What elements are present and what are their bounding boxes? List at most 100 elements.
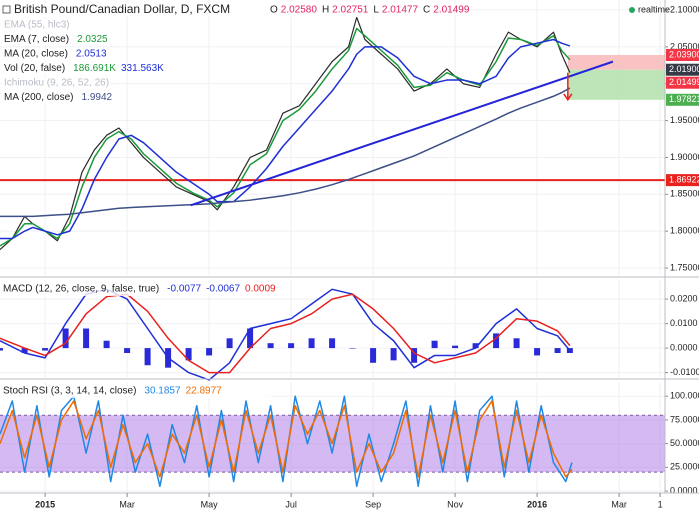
y-tick-label: 0.0000 bbox=[670, 342, 698, 352]
y-tick-label: 100.0000 bbox=[670, 391, 699, 401]
legend-bg bbox=[1, 385, 271, 398]
histogram-bar bbox=[42, 348, 49, 351]
trend-line bbox=[190, 60, 614, 207]
histogram-bar bbox=[247, 328, 254, 349]
ohlc-name: C bbox=[423, 5, 430, 16]
ohlc-name: L bbox=[373, 5, 379, 16]
price-badge bbox=[666, 174, 699, 187]
histogram-bar bbox=[206, 348, 213, 356]
y-tick-label: 50.0000 bbox=[670, 438, 699, 448]
legend-value: 2.0513 bbox=[76, 49, 107, 60]
legend-name: MA (200, close) bbox=[4, 92, 73, 103]
x-tick-label: Jul bbox=[285, 499, 297, 509]
legend-row-bg bbox=[2, 48, 110, 60]
histogram-bar bbox=[308, 338, 315, 349]
arrow-head bbox=[563, 93, 573, 102]
histogram-bar bbox=[185, 348, 192, 361]
ohlc-name: O bbox=[270, 5, 278, 16]
histogram-bar bbox=[267, 343, 274, 349]
x-tick-label: Nov bbox=[447, 499, 464, 509]
target-zone bbox=[567, 69, 665, 100]
price-badge bbox=[666, 93, 699, 106]
histogram-bar bbox=[83, 328, 90, 349]
histogram-bar bbox=[349, 348, 356, 349]
y-tick-label: -0.0100 bbox=[670, 367, 699, 377]
ohlc-value: 2.02751 bbox=[332, 5, 369, 16]
collapse-icon bbox=[2, 5, 11, 14]
legend-value: -0.0067 bbox=[206, 284, 240, 295]
series-line bbox=[0, 400, 573, 478]
legend-bg bbox=[2, 3, 442, 17]
legend-value: 0.0009 bbox=[245, 284, 276, 295]
legend-row-bg bbox=[2, 77, 110, 89]
legend-value: 331.563K bbox=[121, 63, 164, 74]
legend-name: EMA (7, close) bbox=[4, 34, 69, 45]
x-tick-label: Sep bbox=[365, 499, 381, 509]
histogram-bar bbox=[431, 340, 438, 349]
legend-name: MA (20, close) bbox=[4, 49, 68, 60]
histogram-bar bbox=[0, 348, 3, 351]
ohlc-name: H bbox=[322, 5, 329, 16]
histogram-bar bbox=[62, 328, 69, 349]
series-line bbox=[0, 293, 571, 374]
histogram-bar bbox=[144, 348, 151, 366]
y-tick-label: 2.10000 bbox=[670, 4, 699, 14]
legend-value: 186.691K bbox=[73, 63, 116, 74]
histogram-bar bbox=[370, 348, 377, 363]
price-badge bbox=[666, 63, 699, 76]
legend-name: Ichimoku (9, 26, 52, 26) bbox=[4, 78, 109, 89]
y-tick-label: 2.05000 bbox=[670, 41, 699, 51]
histogram-bar bbox=[124, 348, 131, 353]
histogram-bar bbox=[554, 348, 561, 353]
y-tick-label: 1.90000 bbox=[670, 152, 699, 162]
y-tick-label: 75.0000 bbox=[670, 414, 699, 424]
legend-value: -0.0077 bbox=[167, 284, 201, 295]
y-tick-label: 0.0200 bbox=[670, 293, 698, 303]
legend-row-bg bbox=[2, 91, 110, 104]
histogram-bar bbox=[472, 343, 479, 349]
status-text: realtime bbox=[638, 4, 670, 14]
x-tick-label: May bbox=[201, 499, 219, 509]
legend-row-bg bbox=[2, 19, 110, 31]
legend-bg bbox=[1, 283, 271, 296]
legend-value: 2.0325 bbox=[77, 34, 108, 45]
ohlc-value: 2.01477 bbox=[382, 5, 419, 16]
status-dot bbox=[629, 7, 635, 13]
price-badge-label: 2.03900 bbox=[669, 49, 699, 59]
y-tick-label: 0.0100 bbox=[670, 318, 698, 328]
x-tick-label: Mar bbox=[611, 499, 627, 509]
price-badge-label: 2.01499 bbox=[669, 77, 699, 87]
y-tick-label: 25.0000 bbox=[670, 462, 699, 472]
histogram-bar bbox=[329, 338, 336, 349]
price-badge-label: 1.97821 bbox=[669, 94, 699, 104]
legend-value: 1.9942 bbox=[81, 92, 112, 103]
chart-title: British Pound/Canadian Dollar, D, FXCM bbox=[14, 2, 230, 16]
price-badge bbox=[666, 76, 699, 89]
histogram-bar bbox=[21, 348, 28, 353]
legend-value: 30.1857 bbox=[144, 386, 181, 397]
price-badge-label: 2.01900 bbox=[669, 64, 699, 74]
ohlc-value: 2.01499 bbox=[433, 5, 470, 16]
histogram-bar bbox=[411, 348, 418, 363]
pane-title: Stoch RSI (3, 3, 14, 14, close) bbox=[3, 386, 136, 397]
series-line bbox=[0, 27, 571, 247]
legend-value: 22.8977 bbox=[186, 386, 223, 397]
histogram-bar bbox=[452, 345, 459, 349]
histogram-bar bbox=[226, 338, 233, 349]
histogram-bar bbox=[288, 343, 295, 349]
price-badge-label: 1.86922 bbox=[669, 174, 699, 184]
histogram-bar bbox=[513, 338, 520, 349]
x-tick-label: 2015 bbox=[35, 499, 55, 509]
histogram-bar bbox=[534, 348, 541, 356]
pane-title: MACD (12, 26, close, 9, false, true) bbox=[3, 284, 159, 295]
legend-name: EMA (55, hlc3) bbox=[4, 20, 70, 31]
ohlc-value: 2.02580 bbox=[281, 5, 318, 16]
histogram-bar bbox=[103, 340, 110, 349]
y-tick-label: 1.80000 bbox=[670, 226, 699, 236]
legend-row-bg bbox=[2, 33, 110, 46]
y-tick-label: 1.95000 bbox=[670, 115, 699, 125]
y-tick-label: 1.85000 bbox=[670, 189, 699, 199]
